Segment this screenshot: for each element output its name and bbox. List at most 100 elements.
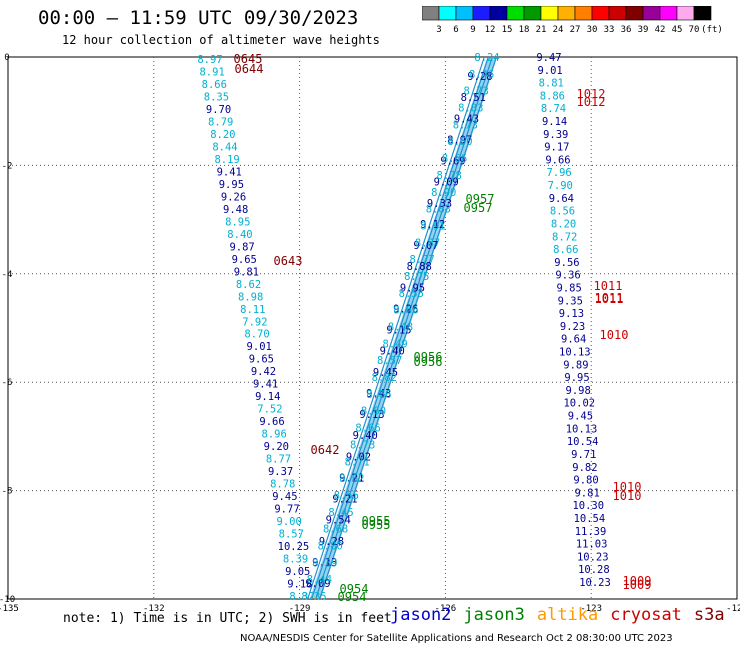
scale-tick-label: 39 (638, 25, 649, 35)
scale-tick-label: 9 (470, 25, 475, 35)
jason3-track-line (319, 57, 497, 599)
swh-value-label: 9.66 (259, 416, 284, 428)
swh-value-label: 8.72 (552, 231, 577, 243)
swh-value-label: 8.62 (236, 279, 261, 291)
swh-value-label: 8.78 (270, 479, 295, 491)
pass-time-label: 1011 (594, 279, 623, 293)
swh-value-label: 7.92 (242, 316, 267, 328)
swh-value-label: 9.14 (255, 391, 280, 403)
swh-value-label: 8.44 (307, 574, 332, 586)
swh-value-label: 9.43 (366, 388, 391, 400)
swh-value-label: 8.90 (431, 187, 456, 199)
swh-value-label: 9.37 (268, 466, 293, 478)
swh-value-label: 9.39 (543, 129, 568, 141)
swh-value-label: 9.71 (571, 449, 596, 461)
pass-time-label: 0955 (362, 514, 391, 528)
swh-value-label: 8.55 (399, 288, 424, 300)
swh-value-label: 8.39 (312, 557, 337, 569)
swh-value-label: 9.85 (557, 282, 582, 294)
swh-value-label: 8.48 (388, 322, 413, 334)
scale-tick-label: 42 (655, 25, 666, 35)
swh-value-label: 8.83 (458, 103, 483, 115)
swh-value-label: 9.89 (563, 359, 588, 371)
swh-value-label: 8.88 (407, 261, 432, 273)
map-title: 00:00 – 11:59 UTC 09/30/2023 (38, 7, 359, 29)
swh-value-label: 9.45 (373, 367, 398, 379)
swh-value-label: 8.11 (240, 304, 265, 316)
swh-value-label: 9.09 (305, 578, 330, 590)
pass-time-label: 1012 (577, 95, 606, 109)
swh-value-label: 9.45 (272, 491, 297, 503)
swh-value-label: 9.65 (249, 354, 274, 366)
pass-time-label: 0644 (235, 62, 264, 76)
swh-value-label: 8.73 (453, 119, 478, 131)
scale-tick-label: 27 (570, 25, 581, 35)
swh-value-label: 9.81 (574, 487, 599, 499)
swh-value-label: 8.20 (551, 218, 576, 230)
swh-value-label: 8.57 (279, 529, 304, 541)
swh-value-label: 9.81 (234, 266, 259, 278)
swh-value-label: 10.30 (572, 500, 604, 512)
swh-value-label: 8.35 (301, 591, 326, 603)
longitude-tick-label: -132 (143, 604, 165, 614)
swh-value-label: 9.12 (420, 219, 445, 231)
latitude-tick-label: -8 (2, 487, 13, 497)
swh-value-label: 9.66 (545, 154, 570, 166)
swh-value-label: 8.97 (197, 54, 222, 66)
swh-value-label: 9.26 (221, 191, 246, 203)
swh-value-label: 9.15 (386, 325, 411, 337)
map-frame (7, 56, 738, 600)
swh-value-label: 9.18 (287, 579, 312, 591)
latitude-tick-label: 0 (4, 53, 9, 63)
swh-value-label: 10.13 (559, 347, 591, 359)
swh-value-label: 9.17 (544, 142, 569, 154)
swh-value-label: 8.95 (225, 216, 250, 228)
longitude-tick-label: -123 (580, 604, 602, 614)
swh-value-label: 9.87 (229, 241, 254, 253)
longitude-tick-label: -129 (289, 604, 311, 614)
pass-time-label: 1011 (595, 292, 624, 306)
swh-value-label: 8.45 (328, 507, 353, 519)
pass-time-label: 1010 (613, 489, 642, 503)
swh-value-label: 8.19 (214, 154, 239, 166)
pass-time-label: 1011 (595, 291, 624, 305)
scale-tick-label: 3 (436, 25, 441, 35)
pass-time-label: 1010 (600, 328, 629, 342)
swh-value-label: 9.01 (247, 341, 272, 353)
scale-tick-label: 21 (536, 25, 547, 35)
swh-value-label: 9.65 (232, 254, 257, 266)
map-subtitle: 12 hour collection of altimeter wave hei… (62, 33, 380, 47)
swh-value-label: 9.42 (251, 366, 276, 378)
swh-value-label: 9.36 (555, 270, 580, 282)
swh-value-label: 9.43 (454, 113, 479, 125)
swh-value-label: 10.23 (577, 551, 609, 563)
swh-value-label: 9.26 (393, 303, 418, 315)
swh-value-label: 9.14 (542, 116, 567, 128)
swh-value-label: 9.77 (274, 504, 299, 516)
swh-value-label: 9.48 (223, 204, 248, 216)
swh-value-label: 8.66 (393, 305, 418, 317)
color-scale-legend: 3 6 9 12 15 18 21 24 27 30 33 36 39 42 45 70 (ft) (422, 6, 723, 35)
swh-value-label: 8.86 (366, 389, 391, 401)
pass-time-label: 0643 (274, 254, 303, 268)
swh-value-label: 8.39 (283, 554, 308, 566)
swh-value-label: 9.95 (564, 372, 589, 384)
swh-value-label: 8.66 (355, 423, 380, 435)
scale-tick-label: 6 (453, 25, 458, 35)
swh-value-label: 8.44 (212, 141, 237, 153)
swh-value-label: 10.25 (278, 541, 310, 553)
swh-value-label: 9.28 (319, 536, 344, 548)
scale-tick-label: 36 (621, 25, 632, 35)
swh-value-label: 9.13 (359, 409, 384, 421)
swh-value-label: 7.96 (546, 167, 571, 179)
satellite-legend-jason3: jason3 (463, 605, 525, 625)
scale-tick-label: 18 (519, 25, 530, 35)
swh-value-label: 8.79 (208, 116, 233, 128)
swh-value-label: 8.66 (442, 153, 467, 165)
satellite-legend-s3a: s3a (693, 605, 725, 625)
swh-value-label: 9.00 (277, 516, 302, 528)
swh-value-label: 9.80 (573, 475, 598, 487)
swh-value-label: 8.56 (550, 206, 575, 218)
swh-value-label: 8.98 (238, 291, 263, 303)
